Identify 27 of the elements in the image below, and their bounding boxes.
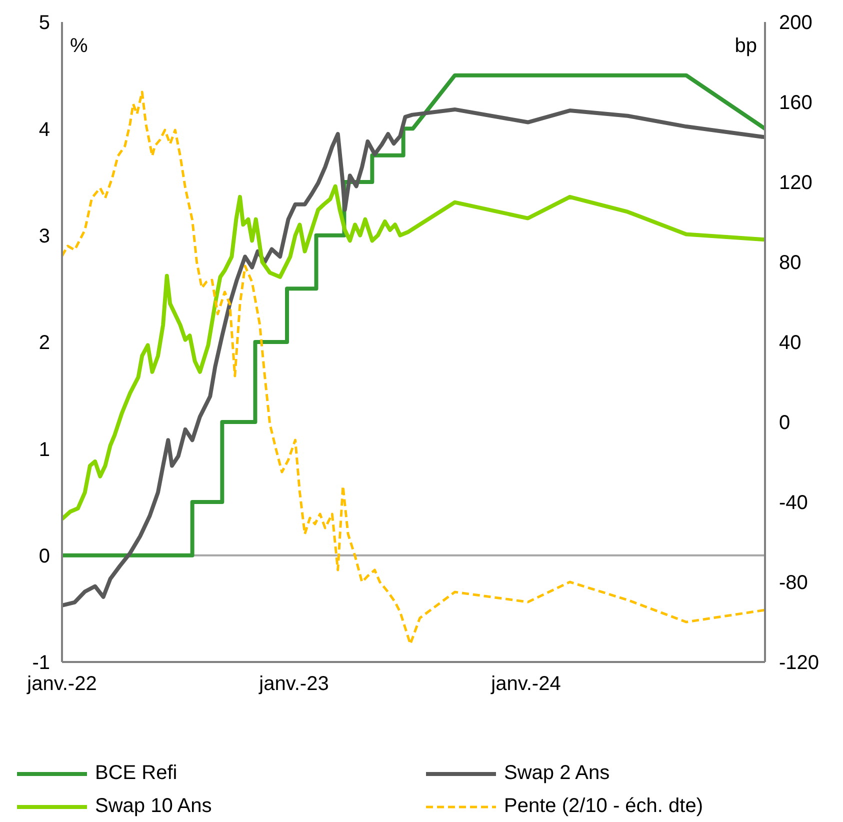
legend-label: Swap 2 Ans: [504, 762, 610, 785]
y-tick-label: 1: [38, 438, 50, 461]
y-tick-label: 5: [38, 12, 50, 34]
y2-tick-label: 120: [779, 172, 812, 194]
y-tick-label: -1: [32, 652, 50, 674]
y2-tick-label: -80: [779, 572, 808, 594]
y-tick-label: 2: [38, 332, 50, 354]
legend-label: Pente (2/10 - éch. dte): [504, 795, 704, 818]
y2-tick-label: 160: [779, 92, 812, 114]
y2-tick-label: -120: [779, 652, 820, 674]
y2-tick-label: 0: [779, 412, 790, 434]
legend-label: Swap 10 Ans: [95, 795, 212, 818]
y2-tick-label: -40: [779, 492, 808, 514]
y-tick-label: 4: [38, 118, 50, 141]
y-tick-label: 3: [38, 225, 50, 248]
y2-tick-label: 80: [779, 252, 802, 274]
y2-tick-label: 200: [779, 12, 812, 34]
y2-tick-label: 40: [779, 332, 802, 354]
y-tick-label: 0: [38, 545, 50, 568]
legend-label: BCE Refi: [95, 762, 178, 785]
y2-axis-title: bp: [734, 35, 757, 57]
line-series: [62, 184, 765, 522]
x-tick-label: janv.-22: [26, 673, 97, 696]
line-series: [62, 73, 765, 558]
y-axis-title: %: [70, 35, 88, 57]
x-tick-label: janv.-24: [490, 673, 561, 696]
x-tick-label: janv.-23: [258, 673, 329, 696]
